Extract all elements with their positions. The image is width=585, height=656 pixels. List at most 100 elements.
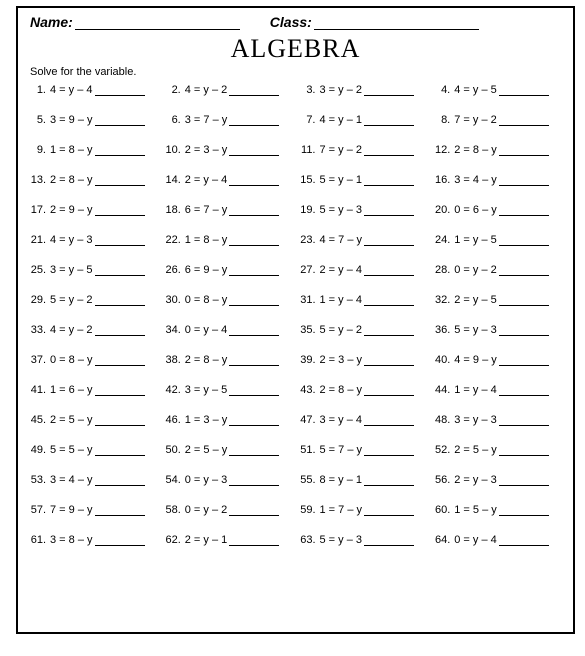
answer-blank[interactable] <box>95 204 145 216</box>
answer-blank[interactable] <box>95 444 145 456</box>
answer-blank[interactable] <box>95 384 145 396</box>
answer-blank[interactable] <box>229 144 279 156</box>
answer-blank[interactable] <box>499 294 549 306</box>
problem-number: 37. <box>30 354 50 366</box>
problem-number: 45. <box>30 414 50 426</box>
problem: 5.3 = 9 – y <box>30 114 157 126</box>
answer-blank[interactable] <box>229 414 279 426</box>
problem-number: 48. <box>434 414 454 426</box>
worksheet-title: ALGEBRA <box>30 34 561 64</box>
answer-blank[interactable] <box>499 324 549 336</box>
answer-blank[interactable] <box>229 84 279 96</box>
problem-equation: 2 = y – 5 <box>454 294 499 306</box>
problem-equation: 4 = y – 4 <box>50 84 95 96</box>
problem: 32.2 = y – 5 <box>434 294 561 306</box>
answer-blank[interactable] <box>364 414 414 426</box>
answer-blank[interactable] <box>229 264 279 276</box>
answer-blank[interactable] <box>95 174 145 186</box>
answer-blank[interactable] <box>95 114 145 126</box>
answer-blank[interactable] <box>95 534 145 546</box>
answer-blank[interactable] <box>364 534 414 546</box>
answer-blank[interactable] <box>95 414 145 426</box>
name-label: Name: <box>30 14 73 30</box>
problem: 43.2 = 8 – y <box>300 384 427 396</box>
problem-equation: 3 = 8 – y <box>50 534 95 546</box>
problem: 51.5 = 7 – y <box>300 444 427 456</box>
answer-blank[interactable] <box>95 84 145 96</box>
answer-blank[interactable] <box>499 384 549 396</box>
answer-blank[interactable] <box>95 294 145 306</box>
problem-equation: 3 = 4 – y <box>50 474 95 486</box>
answer-blank[interactable] <box>229 204 279 216</box>
class-input-line[interactable] <box>314 15 479 30</box>
answer-blank[interactable] <box>229 324 279 336</box>
problem: 12.2 = 8 – y <box>434 144 561 156</box>
answer-blank[interactable] <box>229 504 279 516</box>
problem: 36.5 = y – 3 <box>434 324 561 336</box>
problem: 20.0 = 6 – y <box>434 204 561 216</box>
problem-equation: 2 = 3 – y <box>185 144 230 156</box>
answer-blank[interactable] <box>364 144 414 156</box>
answer-blank[interactable] <box>229 534 279 546</box>
problem: 10.2 = 3 – y <box>165 144 292 156</box>
answer-blank[interactable] <box>499 144 549 156</box>
answer-blank[interactable] <box>95 324 145 336</box>
answer-blank[interactable] <box>364 384 414 396</box>
answer-blank[interactable] <box>95 354 145 366</box>
answer-blank[interactable] <box>364 114 414 126</box>
problem-number: 24. <box>434 234 454 246</box>
problem-equation: 4 = y – 5 <box>454 84 499 96</box>
answer-blank[interactable] <box>229 354 279 366</box>
answer-blank[interactable] <box>499 204 549 216</box>
answer-blank[interactable] <box>364 354 414 366</box>
answer-blank[interactable] <box>364 324 414 336</box>
answer-blank[interactable] <box>499 444 549 456</box>
answer-blank[interactable] <box>499 114 549 126</box>
answer-blank[interactable] <box>364 294 414 306</box>
answer-blank[interactable] <box>229 114 279 126</box>
problem: 44.1 = y – 4 <box>434 384 561 396</box>
problem-equation: 0 = y – 3 <box>185 474 230 486</box>
problem-number: 54. <box>165 474 185 486</box>
problem: 49.5 = 5 – y <box>30 444 157 456</box>
answer-blank[interactable] <box>499 534 549 546</box>
answer-blank[interactable] <box>499 504 549 516</box>
name-input-line[interactable] <box>75 15 240 30</box>
answer-blank[interactable] <box>229 384 279 396</box>
answer-blank[interactable] <box>229 234 279 246</box>
answer-blank[interactable] <box>364 474 414 486</box>
answer-blank[interactable] <box>364 264 414 276</box>
answer-blank[interactable] <box>95 474 145 486</box>
problem-equation: 3 = 9 – y <box>50 114 95 126</box>
problem-number: 33. <box>30 324 50 336</box>
answer-blank[interactable] <box>499 174 549 186</box>
answer-blank[interactable] <box>95 234 145 246</box>
problem-equation: 2 = 8 – y <box>454 144 499 156</box>
answer-blank[interactable] <box>364 504 414 516</box>
answer-blank[interactable] <box>95 264 145 276</box>
answer-blank[interactable] <box>499 264 549 276</box>
answer-blank[interactable] <box>364 84 414 96</box>
problem-equation: 4 = y – 1 <box>320 114 365 126</box>
answer-blank[interactable] <box>499 414 549 426</box>
problem: 41.1 = 6 – y <box>30 384 157 396</box>
problem: 22.1 = 8 – y <box>165 234 292 246</box>
answer-blank[interactable] <box>364 174 414 186</box>
problem: 60.1 = 5 – y <box>434 504 561 516</box>
answer-blank[interactable] <box>229 174 279 186</box>
problem-equation: 2 = y – 4 <box>185 174 230 186</box>
answer-blank[interactable] <box>229 444 279 456</box>
answer-blank[interactable] <box>499 234 549 246</box>
answer-blank[interactable] <box>95 144 145 156</box>
answer-blank[interactable] <box>499 474 549 486</box>
answer-blank[interactable] <box>499 354 549 366</box>
answer-blank[interactable] <box>229 474 279 486</box>
problem-number: 23. <box>300 234 320 246</box>
answer-blank[interactable] <box>364 444 414 456</box>
answer-blank[interactable] <box>229 294 279 306</box>
problem-equation: 0 = 8 – y <box>50 354 95 366</box>
answer-blank[interactable] <box>499 84 549 96</box>
answer-blank[interactable] <box>364 204 414 216</box>
answer-blank[interactable] <box>95 504 145 516</box>
answer-blank[interactable] <box>364 234 414 246</box>
